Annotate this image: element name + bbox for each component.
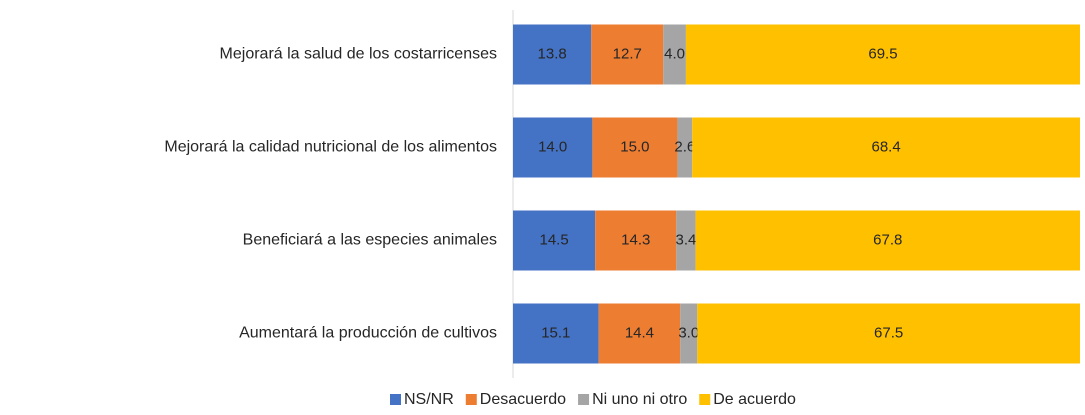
legend-label: Ni uno ni otro [592,391,687,408]
bar-segment [676,210,696,271]
data-label: 68.4 [871,138,900,155]
data-label: 14.4 [625,324,654,341]
bar-segment [677,117,693,178]
data-label: 69.5 [868,45,897,62]
bar-segment [695,210,1080,271]
legend-label: Desacuerdo [480,391,566,408]
bar-segment [685,24,1080,85]
data-label: 2.6 [674,138,695,155]
legend-swatch [699,394,711,405]
data-label: 67.8 [873,231,902,248]
data-label: 13.8 [538,45,567,62]
data-label: 4.0 [664,45,685,62]
category-label: Beneficiará a las especies animales [243,232,497,249]
bar-segment [592,117,678,178]
bar-segment [663,24,686,85]
legend-swatch [578,394,590,405]
category-label: Mejorará la salud de los costarricenses [220,46,497,63]
bar-segment [598,303,681,364]
data-label: 15.1 [541,324,570,341]
bar-segment [680,303,698,364]
data-label: 14.0 [538,138,567,155]
bar-segment [513,303,599,364]
data-label: 3.0 [678,324,699,341]
category-label: Aumentará la producción de cultivos [239,325,497,342]
legend-label: De acuerdo [713,391,796,408]
data-label: 67.5 [874,324,903,341]
legend-label: NS/NR [404,391,454,408]
bar-segment [697,303,1080,364]
bar-segment [595,210,677,271]
bar-segment [513,24,592,85]
category-label: Mejorará la calidad nutricional de los a… [164,139,497,156]
data-label: 15.0 [620,138,649,155]
bar-segment [692,117,1080,178]
bar-segment [591,24,664,85]
data-label: 14.3 [621,231,650,248]
bar-segment [513,117,593,178]
data-label: 14.5 [540,231,569,248]
legend-swatch [465,394,477,405]
data-label: 3.4 [676,231,697,248]
bar-segment [513,210,596,271]
legend-swatch [390,394,401,405]
data-label: 12.7 [613,45,642,62]
